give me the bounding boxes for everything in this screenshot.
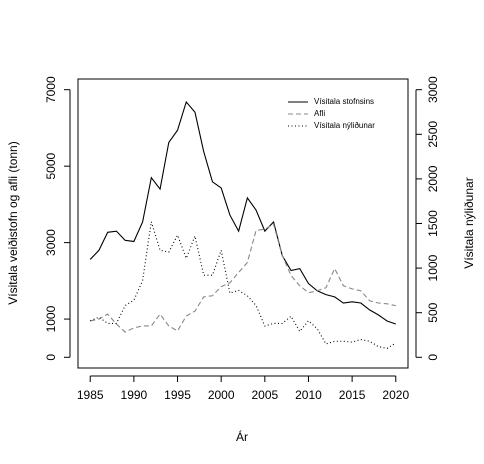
- series-line: [89, 100, 396, 325]
- y-tick-label: 1000: [44, 305, 58, 332]
- legend-label: Afli: [314, 109, 325, 118]
- plot-frame: [77, 78, 409, 369]
- y2-tick-label: 500: [426, 302, 440, 322]
- y2-axis-label: Vísitala nýliðunar: [462, 177, 476, 268]
- x-tick-label: 2015: [339, 388, 366, 402]
- x-axis-label: Ár: [236, 429, 248, 444]
- y2-tick-label: 2000: [426, 165, 440, 192]
- y2-tick-label: 3000: [426, 76, 440, 103]
- x-tick-label: 2000: [208, 388, 235, 402]
- y2-tick-label: 1500: [426, 210, 440, 237]
- x-tick-label: 2005: [251, 388, 278, 402]
- y2-tick-label: 1000: [426, 254, 440, 281]
- x-tick-label: 1990: [121, 388, 148, 402]
- x-tick-label: 1995: [164, 388, 191, 402]
- x-tick-label: 2010: [295, 388, 322, 402]
- series-line: [90, 221, 397, 349]
- legend-label: Vísitala nýliðunar: [314, 121, 375, 130]
- series-line: [90, 223, 396, 333]
- y2-tick-label: 2500: [426, 121, 440, 148]
- y-tick-label: 5000: [44, 152, 58, 179]
- x-tick-label: 1985: [77, 388, 104, 402]
- y-tick-label: 7000: [44, 76, 58, 103]
- legend-label: Vísitala stofnsins: [314, 97, 374, 106]
- y-tick-label: 0: [44, 354, 58, 361]
- y-tick-label: 3000: [44, 229, 58, 256]
- x-tick-label: 2020: [382, 388, 409, 402]
- y2-tick-label: 0: [426, 354, 440, 361]
- y-axis-label: Vísitala veiðistofn og afli (tonn): [6, 141, 20, 304]
